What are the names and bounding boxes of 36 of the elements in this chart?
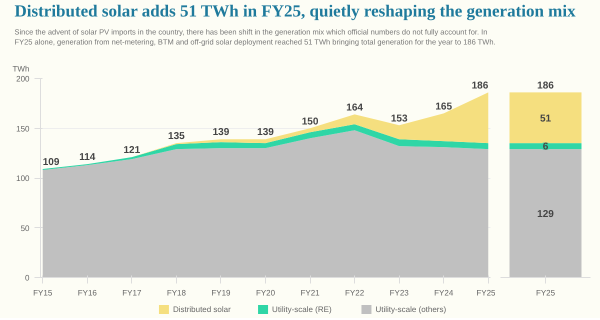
chart-title: Distributed solar adds 51 TWh in FY25, quietly reshaping the generation mix — [14, 2, 576, 20]
total-label: 150 — [302, 116, 319, 128]
x-tick-label: FY23 — [390, 288, 410, 298]
total-label: 139 — [257, 127, 274, 138]
total-label: 153 — [390, 113, 408, 124]
legend-label: Distributed solar — [172, 305, 232, 314]
legend-label: Utility-scale (others) — [375, 305, 446, 314]
total-label: 186 — [537, 80, 554, 92]
y-tick-label: 0 — [25, 274, 30, 282]
x-tick-label: FY17 — [122, 288, 142, 298]
x-tick-label: FY16 — [78, 288, 98, 298]
total-label: 164 — [346, 102, 364, 114]
total-label: 186 — [472, 80, 489, 92]
x-tick-label: FY22 — [345, 288, 365, 298]
x-tick-label: FY25 — [476, 288, 496, 298]
x-tick-label: FY18 — [166, 288, 186, 298]
total-label: 114 — [79, 152, 96, 164]
y-axis-title: TWh — [12, 64, 30, 74]
x-tick-label: FY20 — [256, 288, 276, 298]
y-tick-label: 200 — [16, 74, 30, 84]
x-tick-label: FY21 — [300, 288, 320, 298]
x-tick-label: FY24 — [434, 288, 454, 298]
total-label: 139 — [212, 127, 230, 138]
x-tick-label: FY25 — [536, 288, 556, 298]
x-tick-label: FY15 — [33, 288, 53, 298]
total-label: 165 — [435, 101, 452, 112]
y-tick-label: 100 — [16, 174, 30, 183]
data-label: 51 — [540, 113, 552, 124]
x-tick-label: FY19 — [211, 288, 232, 298]
data-label: 129 — [537, 208, 554, 220]
y-tick-label: 50 — [20, 224, 30, 233]
y-tick-label: 150 — [16, 124, 30, 134]
total-label: 121 — [123, 145, 141, 156]
total-label: 109 — [42, 157, 60, 168]
total-label: 135 — [168, 131, 186, 142]
legend-label: Utility-scale (RE) — [272, 305, 332, 314]
